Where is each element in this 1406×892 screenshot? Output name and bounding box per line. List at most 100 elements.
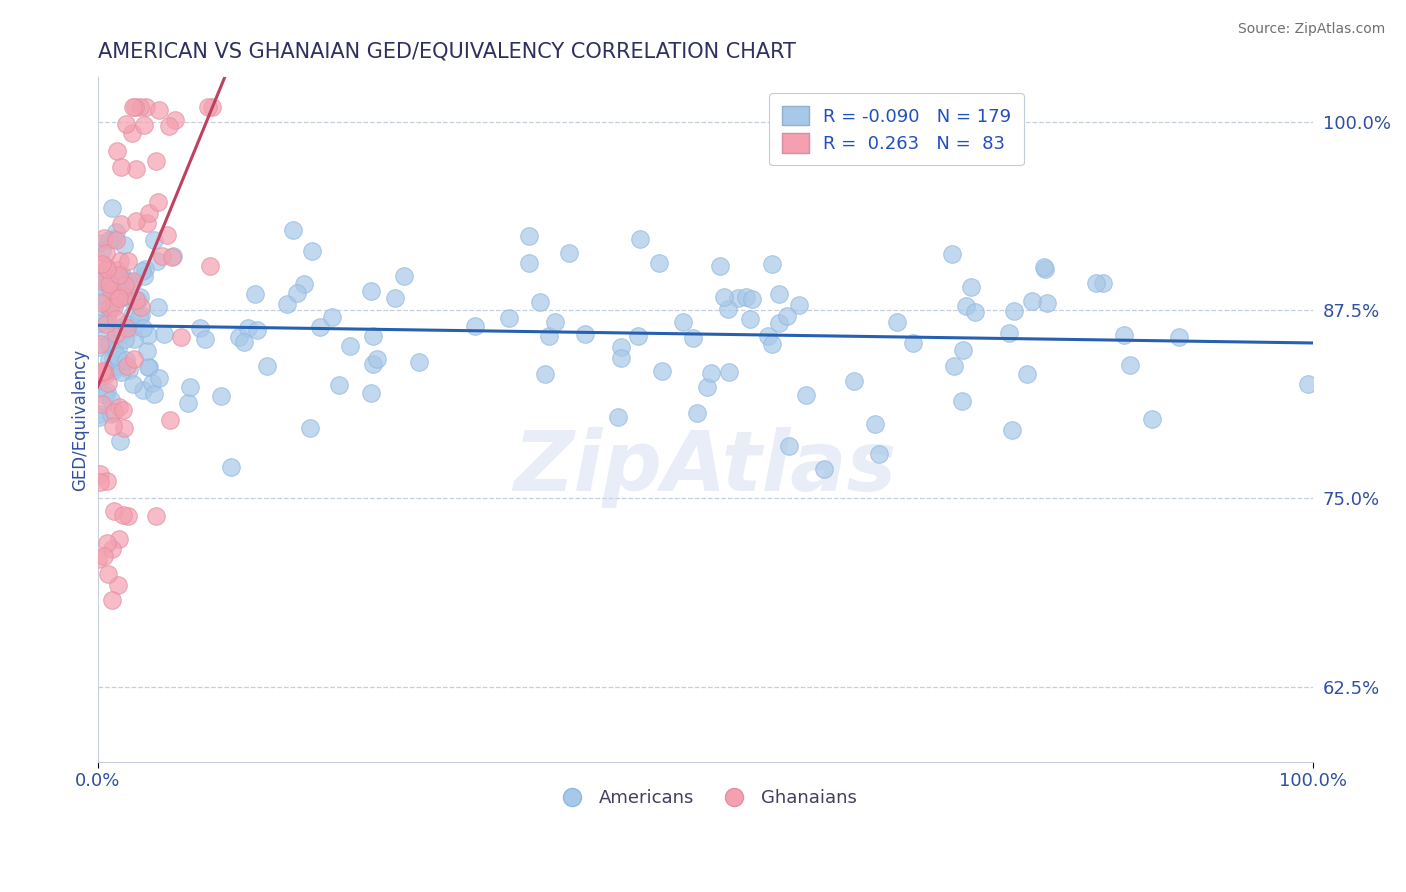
- Point: [136, 343, 159, 358]
- Point: [101, 419, 124, 434]
- Point: [101, 231, 124, 245]
- Point: [101, 360, 124, 375]
- Point: [942, 359, 965, 373]
- Point: [145, 509, 167, 524]
- Point: [87, 316, 110, 330]
- Point: [135, 100, 157, 114]
- Point: [498, 311, 520, 326]
- Point: [122, 100, 145, 114]
- Point: [718, 365, 741, 379]
- Point: [104, 225, 127, 239]
- Point: [98, 303, 121, 318]
- Point: [131, 264, 153, 278]
- Point: [127, 293, 149, 307]
- Point: [103, 405, 125, 419]
- Point: [135, 216, 157, 230]
- Point: [129, 100, 152, 114]
- Point: [963, 305, 986, 319]
- Point: [366, 352, 388, 367]
- Point: [148, 371, 170, 385]
- Point: [115, 317, 138, 331]
- Point: [188, 321, 211, 335]
- Point: [1021, 293, 1043, 308]
- Point: [112, 288, 135, 302]
- Point: [1033, 261, 1056, 276]
- Point: [1002, 303, 1025, 318]
- Point: [761, 337, 783, 351]
- Point: [87, 278, 110, 293]
- Point: [1033, 260, 1056, 274]
- Point: [112, 421, 135, 435]
- Point: [610, 351, 633, 365]
- Point: [104, 359, 127, 374]
- Point: [96, 536, 118, 550]
- Point: [89, 467, 111, 481]
- Point: [115, 275, 138, 289]
- Point: [177, 395, 200, 409]
- Point: [108, 434, 131, 448]
- Point: [150, 249, 173, 263]
- Point: [778, 439, 800, 453]
- Point: [112, 289, 135, 303]
- Point: [87, 236, 110, 251]
- Point: [96, 245, 118, 260]
- Point: [717, 302, 740, 317]
- Point: [1035, 296, 1057, 310]
- Point: [517, 229, 540, 244]
- Point: [301, 244, 323, 259]
- Point: [384, 291, 406, 305]
- Point: [129, 290, 152, 304]
- Point: [738, 311, 761, 326]
- Point: [628, 232, 651, 246]
- Point: [94, 326, 117, 340]
- Point: [111, 273, 134, 287]
- Point: [96, 261, 118, 276]
- Point: [121, 126, 143, 140]
- Point: [112, 402, 135, 417]
- Point: [105, 349, 128, 363]
- Point: [125, 214, 148, 228]
- Point: [117, 508, 139, 523]
- Point: [727, 291, 749, 305]
- Point: [107, 578, 129, 592]
- Point: [141, 376, 163, 391]
- Point: [114, 332, 136, 346]
- Point: [96, 385, 118, 400]
- Point: [110, 328, 132, 343]
- Point: [950, 393, 973, 408]
- Point: [276, 297, 298, 311]
- Point: [292, 277, 315, 291]
- Point: [104, 233, 127, 247]
- Point: [232, 334, 254, 349]
- Point: [112, 272, 135, 286]
- Point: [121, 377, 143, 392]
- Point: [627, 328, 650, 343]
- Point: [360, 386, 382, 401]
- Point: [100, 201, 122, 215]
- Point: [114, 278, 136, 293]
- Point: [682, 331, 704, 345]
- Point: [1114, 327, 1136, 342]
- Point: [201, 100, 224, 114]
- Point: [142, 387, 165, 401]
- Point: [1092, 276, 1115, 290]
- Point: [97, 567, 120, 582]
- Point: [98, 352, 121, 367]
- Point: [101, 351, 124, 365]
- Point: [97, 312, 120, 326]
- Point: [105, 293, 128, 308]
- Point: [100, 407, 122, 421]
- Point: [108, 254, 131, 268]
- Point: [90, 266, 112, 280]
- Point: [148, 194, 170, 209]
- Point: [952, 343, 974, 358]
- Point: [156, 227, 179, 242]
- Point: [134, 262, 156, 277]
- Point: [153, 326, 176, 341]
- Point: [558, 245, 581, 260]
- Point: [101, 288, 124, 302]
- Point: [118, 363, 141, 377]
- Point: [117, 359, 139, 373]
- Point: [93, 368, 115, 382]
- Point: [90, 296, 112, 310]
